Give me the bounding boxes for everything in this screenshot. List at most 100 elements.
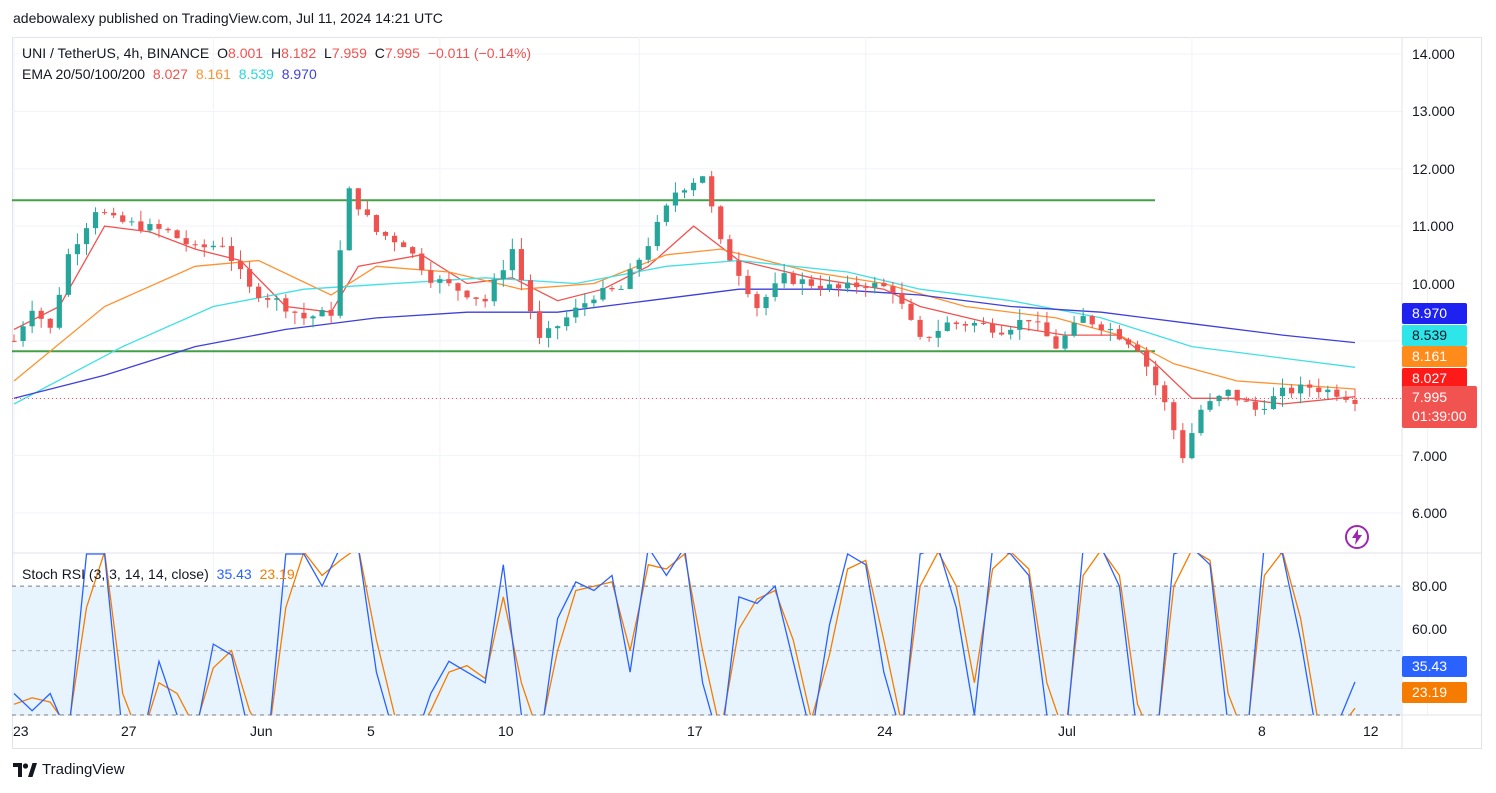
candle-body [1252, 401, 1258, 410]
rsi-tick-label: 80.00 [1412, 578, 1448, 595]
candle-body [564, 317, 570, 327]
candle-body [872, 282, 878, 288]
candle-body [844, 282, 851, 289]
candle-body [292, 311, 298, 313]
candle-body [1008, 329, 1014, 335]
last-price-tag: 7.995 01:39:00 [1402, 386, 1477, 428]
stoch-rsi-legend[interactable]: Stoch RSI (3, 3, 14, 14, close) 35.43 23… [22, 566, 295, 582]
candle-body [1153, 366, 1159, 386]
candle-body [781, 273, 787, 284]
last-price-value: 7.995 [1412, 389, 1448, 405]
candle-body [1125, 339, 1132, 345]
time-tick-label: 12 [1363, 723, 1379, 739]
chart-canvas[interactable] [12, 37, 1482, 749]
candle-body [690, 182, 697, 191]
candle-body [156, 224, 162, 229]
rsi-k-price-tag: 35.43 [1402, 656, 1467, 677]
price-tick-label: 7.000 [1412, 447, 1448, 464]
candle-body [165, 228, 171, 231]
candle-body [319, 310, 325, 317]
candle-body [1017, 319, 1023, 330]
candle-body [1098, 324, 1104, 331]
candle-body [301, 312, 307, 319]
candle-body [328, 310, 334, 316]
candle-body [174, 230, 180, 239]
candle-body [1071, 322, 1077, 336]
candle-body [120, 215, 126, 222]
candle-body [772, 283, 778, 297]
candle-body [310, 316, 316, 319]
candle-body [1080, 316, 1086, 323]
candle-body [636, 259, 642, 270]
candle-body [1107, 329, 1113, 331]
candle-body [962, 324, 968, 326]
tradingview-logo-icon [13, 762, 37, 777]
candle-body [364, 209, 370, 216]
stoch-rsi-lines [13, 553, 1356, 715]
candle-body [500, 270, 506, 280]
candle-body [817, 285, 824, 289]
candle-body [47, 318, 53, 328]
time-tick-label: 5 [367, 723, 375, 739]
symbol-label: UNI / TetherUS, 4h, BINANCE [22, 45, 210, 61]
candle-body [518, 249, 525, 281]
candle-body [709, 176, 715, 207]
candle-body [346, 188, 352, 251]
candle-body [1307, 384, 1313, 388]
ema-line-ema200 [13, 288, 1356, 399]
candle-body [1316, 387, 1322, 393]
high-label: H [270, 45, 282, 61]
candle-body [718, 206, 724, 240]
candle-body [890, 286, 896, 293]
candle-body [455, 283, 461, 291]
candle-body [1225, 389, 1231, 396]
candle-body [20, 326, 26, 341]
candle-body [1298, 384, 1304, 394]
time-tick-label: Jun [250, 723, 273, 739]
tradingview-logo[interactable]: TradingView [13, 761, 125, 778]
candle-body [854, 282, 860, 288]
candle-body [274, 298, 280, 300]
candle-body [482, 298, 488, 302]
price-tick-label: 14.000 [1412, 46, 1455, 62]
candle-body [1089, 316, 1095, 325]
candle-body [419, 253, 425, 271]
candle-body [147, 224, 153, 231]
candle-body [899, 292, 905, 304]
candle-body [83, 228, 90, 245]
tradingview-brand: TradingView [42, 761, 125, 778]
high-value: 8.182 [281, 45, 317, 61]
stoch-rsi-d-line [13, 553, 1356, 715]
ema50-price-tag: 8.161 [1402, 346, 1467, 367]
candle-body [437, 279, 443, 283]
price-tick-label: 10.000 [1412, 275, 1455, 292]
flash-alert-icon[interactable] [1343, 523, 1371, 551]
candle-body [1026, 319, 1032, 322]
candle-body [219, 245, 225, 247]
candle-body [129, 221, 135, 223]
candle-body [672, 192, 679, 206]
candle-body [763, 296, 769, 309]
ema-legend[interactable]: EMA 20/50/100/200 8.027 8.161 8.539 8.97… [22, 66, 317, 82]
low-label: L [324, 45, 332, 61]
candle-body [654, 221, 660, 247]
candle-body [1198, 409, 1204, 434]
candle-body [573, 307, 579, 318]
ema-label: EMA 20/50/100/200 [22, 66, 145, 82]
open-label: O [217, 45, 229, 61]
candle-body [555, 326, 561, 329]
candle-body [1053, 336, 1059, 349]
rsi-d-value: 23.19 [259, 566, 295, 582]
ema50-value: 8.161 [195, 66, 231, 82]
candle-body [38, 310, 44, 319]
price-tick-label: 11.000 [1412, 218, 1454, 235]
ema100-value: 8.539 [238, 66, 274, 82]
time-tick-label: 27 [121, 723, 137, 739]
time-tick-label: 8 [1258, 723, 1266, 739]
candle-body [391, 235, 398, 243]
candle-body [283, 298, 289, 312]
symbol-legend[interactable]: UNI / TetherUS, 4h, BINANCE O8.001 H8.18… [22, 45, 531, 61]
candle-body [102, 212, 108, 214]
rsi-k-value: 35.43 [216, 566, 252, 582]
candle-body [491, 279, 497, 302]
